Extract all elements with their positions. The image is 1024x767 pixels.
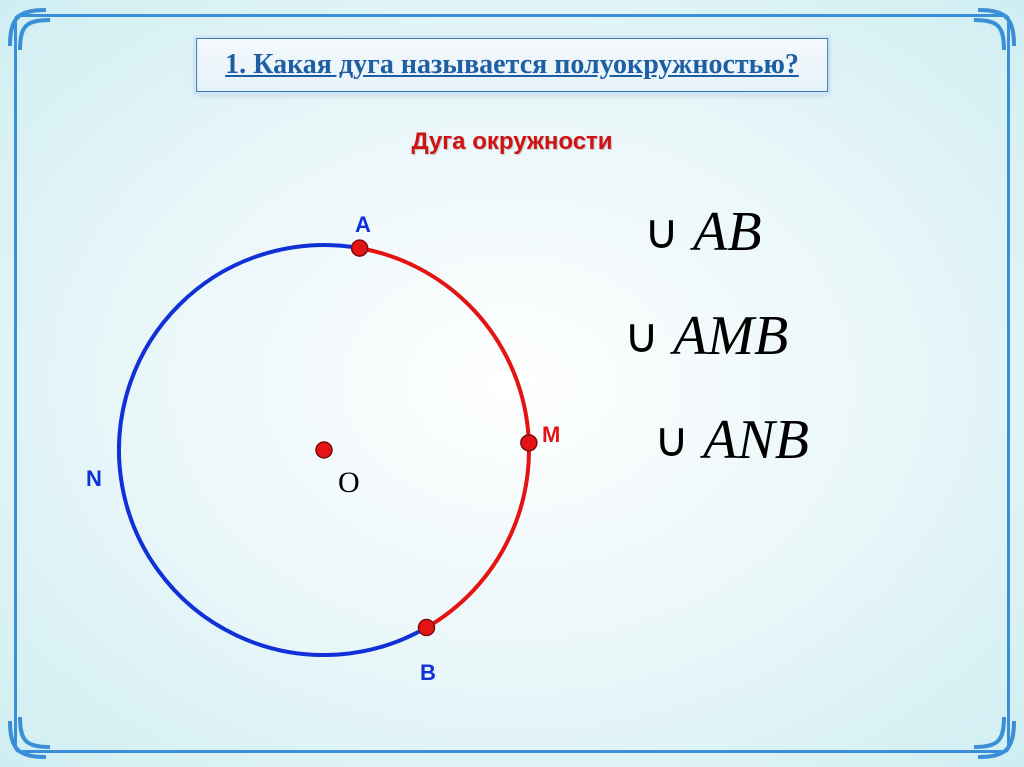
point-label-a: A [355, 212, 371, 238]
corner-flourish-bl [6, 707, 60, 761]
point-label-m: M [542, 422, 560, 448]
corner-flourish-br [964, 707, 1018, 761]
corner-flourish-tr [964, 6, 1018, 60]
question-title: 1. Какая дуга называется полуокружностью… [196, 38, 828, 92]
arc-notation-anb: ∪ ANB [604, 408, 924, 472]
arc-text: ANB [703, 408, 809, 472]
arc-text: AMB [673, 304, 788, 368]
point-label-b: B [420, 660, 436, 686]
arc-symbol: ∪ [644, 204, 679, 260]
arc-notation-list: ∪ AB ∪ AMB ∪ ANB [604, 200, 924, 512]
arc-notation-amb: ∪ AMB [604, 304, 924, 368]
subtitle: Дуга окружности [411, 128, 612, 156]
corner-flourish-tl [6, 6, 60, 60]
arc-symbol: ∪ [624, 308, 659, 364]
point-label-n: N [86, 466, 102, 492]
arc-text: AB [693, 200, 761, 264]
circle-svg [80, 190, 560, 710]
circle-diagram: A M N B O [80, 190, 560, 710]
arc-symbol: ∪ [654, 412, 689, 468]
center-label-o: O [338, 466, 360, 500]
arc-notation-ab: ∪ AB [604, 200, 924, 264]
